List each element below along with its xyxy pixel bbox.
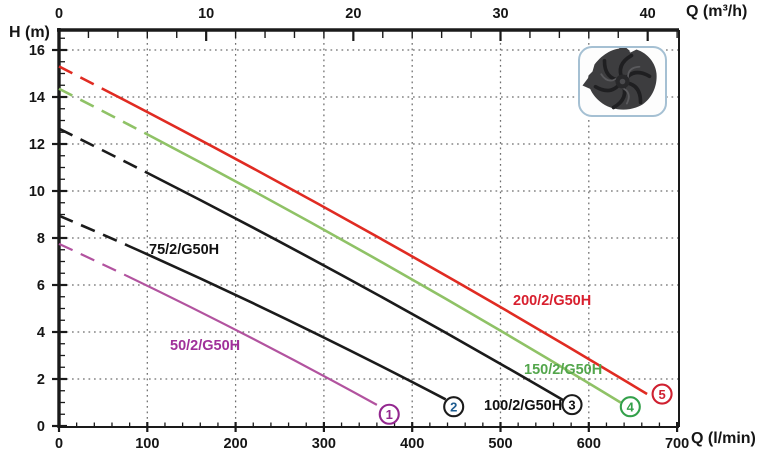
svg-text:10: 10 [198,6,214,22]
marker-3: 3 [561,394,583,416]
curve-50/2/G50H [58,242,378,406]
y-axis-title: H (m) [9,24,50,41]
bottom-x-axis-title: Q (l/min) [691,430,756,447]
svg-text:10: 10 [29,184,45,200]
svg-text:700: 700 [665,436,689,452]
svg-text:4: 4 [37,325,45,341]
svg-text:2: 2 [450,400,457,415]
svg-text:1: 1 [386,407,393,422]
curve-150/2/G50H [58,87,622,404]
curve-end-markers: 1 2 3 4 5 [378,383,673,425]
curve-label-75/2/G50H: 75/2/G50H [149,242,219,258]
svg-text:20: 20 [345,6,361,22]
svg-text:3: 3 [568,397,575,412]
svg-text:40: 40 [640,6,656,22]
curve-label-50/2/G50H: 50/2/G50H [170,338,240,354]
svg-text:16: 16 [29,43,45,59]
grid [61,32,678,426]
svg-text:6: 6 [37,278,45,294]
marker-4: 4 [619,396,641,418]
svg-text:14: 14 [29,90,45,106]
svg-text:2: 2 [37,372,45,388]
curve-label-100/2/G50H: 100/2/G50H [484,398,562,414]
svg-text:5: 5 [658,387,665,402]
curve-200/2/G50H [58,65,648,396]
curve-75/2/G50H [58,214,447,401]
svg-text:0: 0 [55,436,63,452]
svg-text:200: 200 [223,436,247,452]
svg-text:400: 400 [400,436,424,452]
tick-labels: 0 10 20 30 400 100 200 300 400 500 600 700024681012… [29,6,689,452]
curve-labels: 50/2/G50H 75/2/G50H 100/2/G50H 150/2/G50H 20… [149,242,602,414]
svg-text:0: 0 [37,419,45,435]
svg-text:600: 600 [577,436,601,452]
svg-text:4: 4 [627,400,635,415]
impeller-thumbnail [578,46,667,117]
marker-1: 1 [378,403,400,425]
marker-5: 5 [651,383,673,405]
svg-text:12: 12 [29,137,45,153]
marker-2: 2 [443,396,465,418]
svg-text:300: 300 [312,436,336,452]
top-x-axis-title: Q (m³/h) [686,3,748,20]
axis-ticks [52,30,679,432]
plot-frame [57,28,680,428]
curve-label-200/2/G50H: 200/2/G50H [513,293,591,309]
impeller-icon [582,48,657,110]
svg-text:30: 30 [492,6,508,22]
svg-text:0: 0 [55,6,63,22]
svg-text:8: 8 [37,231,45,247]
svg-text:100: 100 [135,436,159,452]
curves [58,65,648,406]
svg-text:500: 500 [488,436,512,452]
curve-100/2/G50H [58,127,564,402]
curve-label-150/2/G50H: 150/2/G50H [524,362,602,378]
